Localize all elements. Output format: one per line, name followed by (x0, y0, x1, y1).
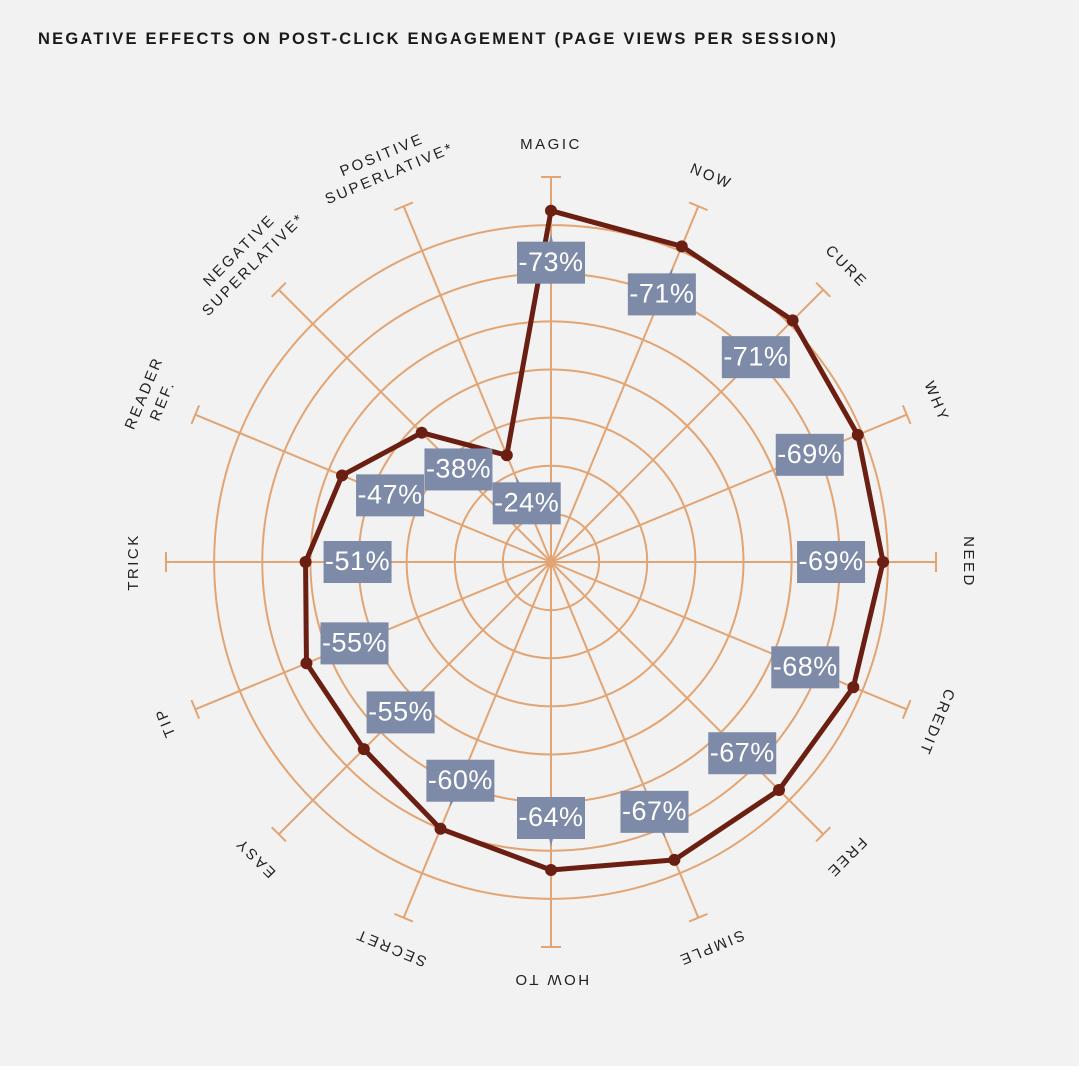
data-point (300, 657, 313, 670)
value-label-box (492, 482, 561, 525)
data-point (847, 681, 860, 694)
spoke (550, 413, 908, 563)
value-label-box (721, 336, 790, 379)
spoke-cap (901, 699, 912, 719)
spoke-cap (815, 281, 832, 298)
value-label: -47% (358, 479, 423, 509)
value-label: -55% (368, 697, 433, 727)
value-label-box (320, 622, 389, 665)
spoke-cap (394, 201, 414, 212)
data-point (545, 204, 557, 217)
value-label: -51% (325, 546, 390, 576)
spoke-cap (394, 912, 414, 923)
value-label: -38% (426, 454, 491, 484)
spoke-cap (190, 699, 201, 719)
value-label: -71% (629, 278, 694, 308)
data-point (675, 240, 688, 253)
category-label: NEED (960, 536, 977, 588)
value-label: -68% (773, 651, 838, 681)
data-point (772, 783, 785, 796)
data-point (415, 426, 428, 439)
value-label-box (620, 790, 689, 833)
value-label: -24% (494, 487, 559, 517)
data-point (668, 853, 681, 866)
spoke-cap (270, 281, 287, 298)
category-label: TRICK (125, 533, 142, 591)
category-label: MAGIC (520, 136, 582, 153)
spoke (550, 561, 908, 711)
spoke (550, 205, 700, 563)
value-label-box (426, 759, 495, 802)
value-label-box (356, 474, 425, 517)
category-label: HOW TO (512, 971, 590, 988)
value-label-box (627, 273, 696, 316)
value-label-box (771, 646, 840, 689)
spoke-cap (688, 201, 708, 212)
value-label-box (323, 541, 392, 583)
value-label-box (797, 541, 866, 583)
value-label-box (517, 797, 585, 839)
spoke (402, 561, 552, 919)
value-label-box (775, 433, 844, 476)
spoke-cap (815, 826, 832, 843)
value-label-box (424, 448, 493, 491)
data-point (434, 822, 447, 835)
data-point (500, 449, 513, 462)
value-label: -69% (777, 439, 842, 469)
value-label-box (708, 732, 777, 775)
chart-title: NEGATIVE EFFECTS ON POST-CLICK ENGAGEMEN… (38, 30, 839, 48)
value-label: -69% (799, 546, 864, 576)
data-point (545, 864, 557, 876)
spoke-cap (688, 912, 708, 923)
data-point (851, 428, 864, 441)
data-point (336, 469, 349, 482)
data-point (786, 314, 799, 327)
value-label: -64% (518, 802, 583, 832)
data-point (299, 556, 312, 568)
spoke-cap (190, 405, 201, 425)
data-point (357, 743, 370, 756)
spoke (550, 289, 824, 563)
value-label: -67% (622, 796, 687, 826)
value-label: -55% (322, 628, 387, 658)
value-label: -60% (428, 765, 493, 795)
spoke-cap (270, 826, 287, 843)
value-label-box (366, 691, 435, 734)
value-label: -73% (518, 247, 583, 277)
value-label-box (517, 241, 585, 284)
data-point (877, 556, 890, 568)
value-label: -67% (710, 737, 775, 767)
value-label: -71% (723, 341, 788, 371)
spoke-cap (901, 405, 912, 425)
